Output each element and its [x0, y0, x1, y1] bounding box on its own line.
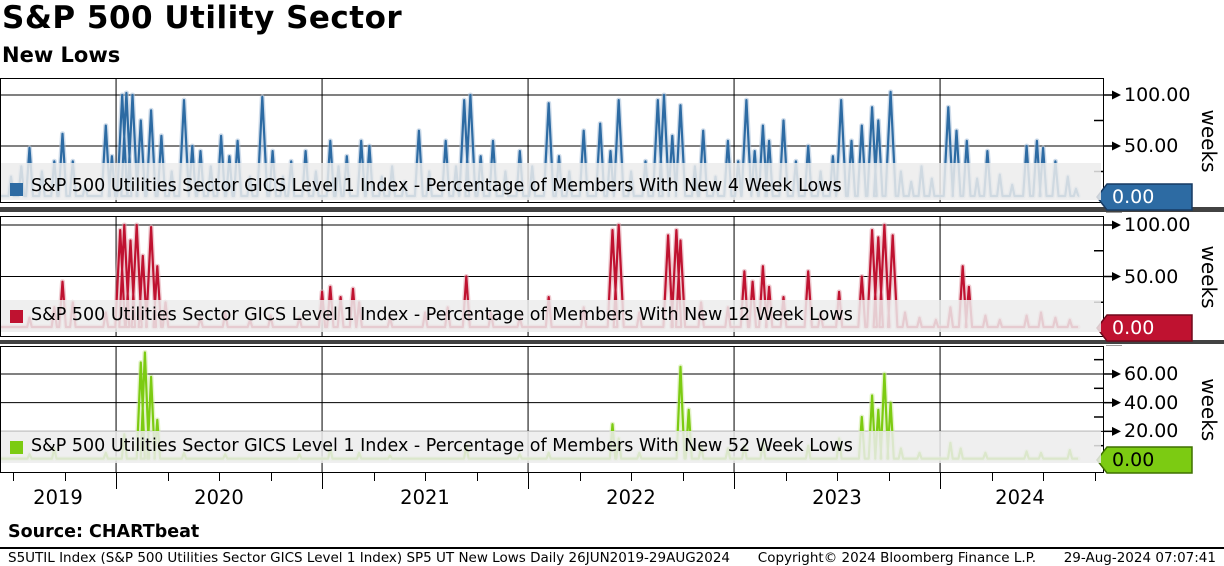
panel-4-weeks: S&P 500 Utilities Sector GICS Level 1 In… [0, 78, 1224, 211]
x-axis-minor-tick [631, 473, 632, 481]
legend-marker-52-weeks [10, 440, 23, 454]
x-axis-minor-tick [65, 473, 66, 481]
x-axis-minor-tick [1043, 473, 1044, 481]
y-axis-label: 50.00 [1124, 265, 1179, 288]
x-axis-minor-tick [683, 473, 684, 481]
x-axis-minor-tick [271, 473, 272, 481]
panel-12-weeks: S&P 500 Utilities Sector GICS Level 1 In… [0, 214, 1224, 342]
x-axis-minor-tick [374, 473, 375, 481]
x-axis-minor-tick [580, 473, 581, 481]
panel-separator [0, 338, 1224, 346]
y-axis-label: 50.00 [1124, 135, 1179, 157]
legend: S&P 500 Utilities Sector GICS Level 1 In… [1, 431, 1101, 463]
legend-label: S&P 500 Utilities Sector GICS Level 1 In… [31, 175, 842, 196]
x-axis-major-tick [528, 473, 529, 489]
page-subtitle: New Lows [2, 43, 121, 67]
last-value-tag[interactable]: 0.00 [1112, 449, 1155, 471]
y-axis-label: 20.00 [1124, 420, 1179, 443]
x-axis-minor-tick [837, 473, 838, 481]
page-title: S&P 500 Utility Sector [2, 0, 403, 36]
y-axis-label: 100.00 [1124, 84, 1191, 106]
last-value-tag[interactable]: 0.00 [1112, 186, 1155, 208]
panel-separator [0, 205, 1224, 214]
footer-description: S5UTIL Index (S&P 500 Utilities Sector G… [8, 549, 731, 566]
footer-timestamp: 29-Aug-2024 07:07:41 [1063, 549, 1216, 566]
legend-label: S&P 500 Utilities Sector GICS Level 1 In… [31, 305, 853, 326]
panel-52-weeks: S&P 500 Utilities Sector GICS Level 1 In… [0, 346, 1224, 474]
x-axis-major-tick [734, 473, 735, 489]
x-axis-minor-tick [477, 473, 478, 481]
panel-separator-bar [0, 207, 1224, 212]
panel-axis-title: 4-weeks [1197, 109, 1224, 172]
x-axis-year-label: 2024 [995, 486, 1045, 509]
x-axis-minor-tick [992, 473, 993, 481]
legend-marker-4-weeks [10, 183, 23, 196]
x-axis-minor-tick [13, 473, 14, 481]
legend-marker-12-weeks [10, 309, 23, 323]
panel-separator-bar [0, 340, 1224, 344]
x-axis-year-label: 2020 [194, 486, 244, 509]
x-axis-minor-tick [168, 473, 169, 481]
legend: S&P 500 Utilities Sector GICS Level 1 In… [1, 300, 1101, 332]
x-axis-minor-tick [219, 473, 220, 481]
footer-copyright: Copyright© 2024 Bloomberg Finance L.P. [757, 549, 1036, 566]
panel-axis-title: 12-weeks [1197, 245, 1224, 308]
x-axis-year-label: 2022 [606, 486, 656, 509]
y-axis-label: 40.00 [1124, 391, 1179, 414]
x-axis-major-tick [322, 473, 323, 489]
x-axis-minor-tick [1095, 473, 1096, 481]
legend: S&P 500 Utilities Sector GICS Level 1 In… [1, 163, 1101, 200]
source-line: Source: CHARTbeat [8, 522, 200, 542]
x-axis-minor-tick [889, 473, 890, 481]
x-axis-major-tick [940, 473, 941, 489]
y-axis-label: 100.00 [1124, 214, 1191, 236]
last-value-tag[interactable]: 0.00 [1112, 317, 1155, 339]
x-axis-year-label: 2023 [812, 486, 862, 509]
x-axis: 2019 2020 2021 2022 2023 2024 [0, 473, 1224, 521]
y-axis-label: 60.00 [1124, 362, 1179, 385]
legend-label: S&P 500 Utilities Sector GICS Level 1 In… [31, 436, 853, 457]
x-axis-minor-tick [786, 473, 787, 481]
panel-axis-title: 52-weeks [1197, 377, 1224, 441]
x-axis-minor-tick [425, 473, 426, 481]
x-axis-major-tick [116, 473, 117, 489]
x-axis-year-label: 2021 [400, 486, 450, 509]
footer-bar: S5UTIL Index (S&P 500 Utilities Sector G… [0, 547, 1224, 566]
x-axis-year-label: 2019 [33, 486, 83, 509]
